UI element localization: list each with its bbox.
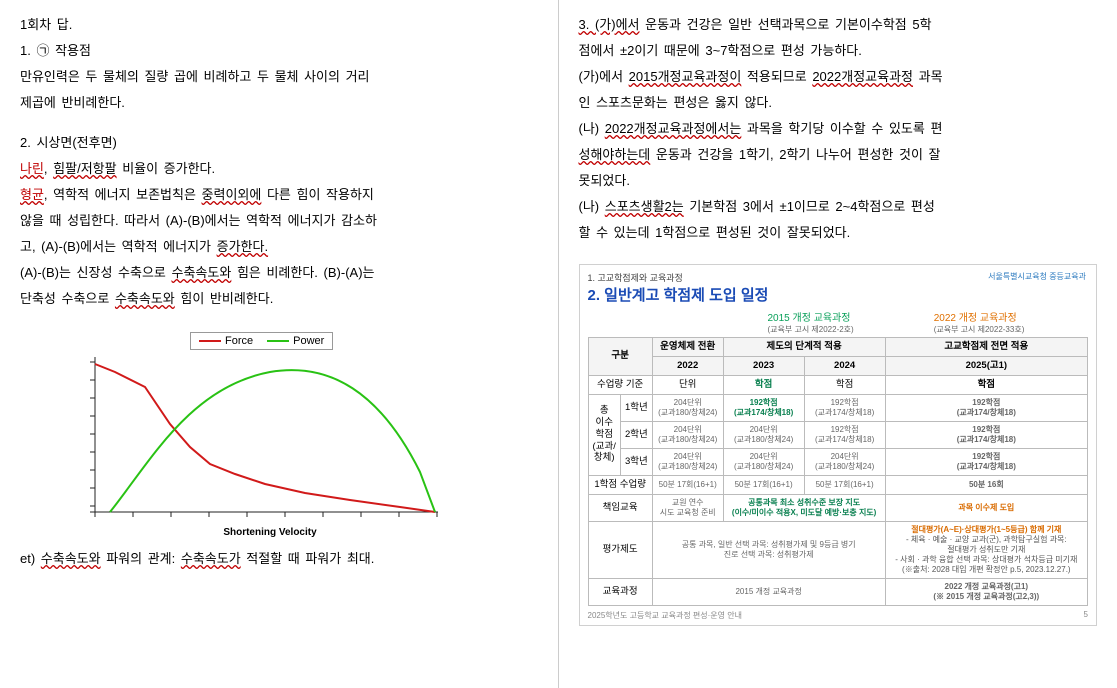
l2: 1. ㉠ 작용점: [20, 38, 538, 64]
schedule-title: 2. 일반계고 학점제 도입 일정: [588, 284, 1089, 305]
schedule-table: 구분 운영체제 전환 제도의 단계적 적용 고교학점제 전면 적용 2022 2…: [588, 337, 1089, 606]
footer-left: 2025학년도 고등학교 교육과정 편성·운영 안내: [588, 610, 742, 621]
l5: 2. 시상면(전후면): [20, 130, 538, 156]
footer-page: 5: [1084, 610, 1088, 621]
l7-name: 형균: [20, 187, 44, 202]
l3: 만유인력은 두 물체의 질량 곱에 비례하고 두 물체 사이의 거리: [20, 64, 538, 90]
force-power-chart: Force Power Shortening Velocity: [60, 330, 538, 538]
chart-legend: Force Power: [190, 332, 333, 350]
l4: 제곱에 반비례한다.: [20, 90, 538, 116]
edu-office-logo: 서울특별시교육청 중등교육과: [988, 271, 1086, 282]
l8: 않을 때 성립한다. 따라서 (A)-(B)에서는 역학적 에너지가 감소하: [20, 208, 538, 234]
schedule-panel: 서울특별시교육청 중등교육과 1. 고교학점제와 교육과정 2. 일반계고 학점…: [579, 264, 1098, 626]
l1: 1회차 답.: [20, 12, 538, 38]
x-axis-label: Shortening Velocity: [80, 527, 460, 538]
l6-name: 나린: [20, 161, 44, 176]
schedule-subhead: 2015 개정 교육과정(교육부 고시 제2022-2호) 2022 개정 교육…: [768, 309, 1089, 335]
